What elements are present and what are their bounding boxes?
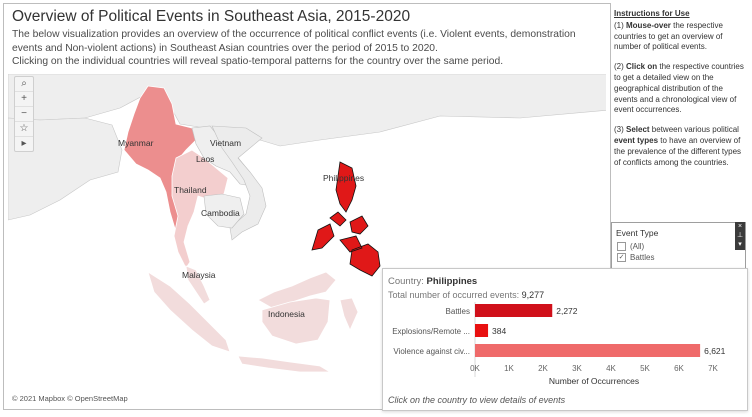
step-keyword: Select [626, 125, 650, 135]
country-thailand[interactable] [171, 149, 229, 269]
tooltip-total: Total number of occurred events: 9,277 [388, 290, 544, 300]
filter-option-battles[interactable]: ✓ Battles [612, 252, 745, 263]
step-keyword: Click on [626, 62, 658, 72]
data-label: 2,272 [556, 306, 578, 316]
land-india [8, 117, 123, 221]
tick-label: 0K [470, 364, 480, 373]
tooltip-country-label: Country: [388, 276, 427, 287]
category-label: Battles [446, 307, 470, 316]
step-text: the respective countries to get an overv… [614, 20, 723, 52]
expand-icon[interactable]: ▸ [21, 138, 27, 149]
tooltip-click-hint: Click on the country to view details of … [388, 395, 566, 405]
data-label: 6,621 [704, 346, 726, 356]
tick-label: 4K [606, 364, 616, 373]
instructions-heading: Instructions for Use [614, 9, 690, 18]
data-label: 384 [492, 326, 506, 336]
country-indonesia[interactable] [147, 271, 449, 373]
filter-controls: × ⊥ ▾ [735, 222, 745, 250]
tick-label: 5K [640, 364, 650, 373]
southeast-asia-map[interactable]: Myanmar Laos Vietnam Thailand Cambodia P… [8, 74, 606, 402]
category-label: Explosions/Remote ... [392, 327, 470, 336]
tick-label: 2K [538, 364, 548, 373]
step-number: (2) [614, 62, 626, 72]
event-type-filter: Event Type (All) ✓ Battles [611, 222, 746, 270]
filter-option-label: Battles [630, 253, 655, 262]
instruction-step-3: (3) Select between various political eve… [614, 125, 748, 168]
tooltip-country-value: Philippines [426, 276, 478, 287]
category-label: Violence against civ... [393, 347, 470, 356]
description-line: events and Non-violent actions) in South… [12, 42, 438, 54]
bar[interactable] [475, 344, 701, 357]
zoom-out-button[interactable]: − [15, 107, 33, 122]
tooltip-country: Country: Philippines [388, 276, 477, 287]
country-cambodia[interactable] [203, 193, 245, 229]
country-philippines[interactable] [311, 161, 381, 277]
filter-title: Event Type [616, 228, 659, 238]
x-axis-label: Number of Occurrences [549, 376, 639, 386]
step-keyword: event types [614, 135, 659, 145]
search-icon[interactable]: ⌕ [15, 77, 33, 92]
tick-label: 7K [708, 364, 718, 373]
step-number: (3) [614, 125, 626, 135]
close-icon[interactable]: × [737, 223, 743, 230]
step-keyword: Mouse-over [626, 20, 671, 30]
map-label-laos: Laos [196, 154, 214, 164]
map-label-indonesia: Indonesia [268, 309, 305, 319]
tick-label: 3K [572, 364, 582, 373]
step-text: the respective countries to get a detail… [614, 62, 744, 115]
bar[interactable] [475, 304, 553, 317]
map-label-myanmar: Myanmar [118, 138, 154, 148]
tick-label: 1K [504, 364, 514, 373]
country-tooltip: Country: Philippines Total number of occ… [382, 268, 748, 411]
pin-icon[interactable]: ⊥ [736, 232, 744, 239]
map-attribution: © 2021 Mapbox © OpenStreetMap [12, 394, 128, 403]
country-vietnam[interactable] [211, 125, 267, 241]
map-label-vietnam: Vietnam [210, 138, 241, 148]
tooltip-total-value: 9,277 [521, 290, 545, 300]
tick-label: 6K [674, 364, 684, 373]
instruction-step-1: (1) Mouse-over the respective countries … [614, 21, 748, 53]
map-label-malaysia: Malaysia [182, 270, 216, 280]
map-label-cambodia: Cambodia [201, 208, 240, 218]
map-label-philippines: Philippines [323, 173, 364, 183]
pin-icon[interactable]: ☆ [15, 122, 33, 137]
step-text: to have an overview of the prevalence of… [614, 135, 742, 167]
description-line: Clicking on the individual countries wil… [12, 56, 504, 67]
filter-option-label: (All) [630, 242, 645, 251]
step-number: (1) [614, 20, 626, 30]
description: The below visualization provides an over… [12, 28, 602, 69]
checkbox-icon[interactable] [617, 242, 626, 251]
map-label-thailand: Thailand [174, 185, 207, 195]
map-toolbar: ⌕ + − ☆ ▸ [14, 76, 34, 152]
instruction-step-2: (2) Click on the respective countries to… [614, 62, 748, 116]
tooltip-total-label: Total number of occurred events: [388, 290, 522, 300]
chevron-down-icon[interactable]: ▾ [738, 241, 742, 248]
instructions-panel: Instructions for Use (1) Mouse-over the … [614, 9, 748, 177]
filter-option-all[interactable]: (All) [612, 241, 745, 252]
page-title: Overview of Political Events in Southeas… [12, 8, 411, 25]
description-line: The below visualization provides an over… [12, 29, 576, 40]
event-type-bar-chart: Battles 2,272 Explosions/Remote ... 384 Viol… [392, 302, 726, 386]
bar[interactable] [475, 324, 489, 337]
zoom-in-button[interactable]: + [15, 92, 33, 107]
checkbox-checked-icon[interactable]: ✓ [617, 253, 626, 262]
step-text: between various political [649, 125, 739, 135]
